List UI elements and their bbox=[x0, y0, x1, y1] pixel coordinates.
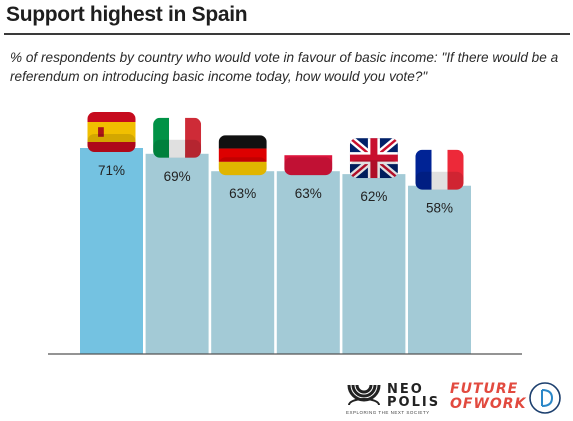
data-label: 63% bbox=[229, 186, 256, 201]
spain-flag-icon bbox=[87, 112, 136, 152]
germany-flag-icon bbox=[218, 135, 267, 176]
data-label: 63% bbox=[295, 186, 322, 201]
bar-italy bbox=[145, 153, 209, 354]
d-logo-icon bbox=[527, 380, 563, 416]
title-divider bbox=[4, 33, 570, 35]
future-of-work-text: FUTURE OFWORK bbox=[450, 381, 527, 412]
neopolis-mark-icon bbox=[347, 384, 381, 406]
chart-subtitle: % of respondents by country who would vo… bbox=[10, 50, 559, 84]
neopolis-logo: NEO POLIS EXPLORING THE NEXT SOCIETY bbox=[345, 381, 445, 417]
flag-shading bbox=[218, 157, 267, 176]
bar-spain bbox=[80, 148, 143, 354]
data-label: 71% bbox=[98, 163, 125, 178]
data-label: 69% bbox=[164, 169, 191, 184]
flag-shading bbox=[349, 160, 398, 179]
poland-flag-icon bbox=[284, 135, 333, 176]
flag-shading bbox=[87, 134, 136, 152]
bar-united-kingdom bbox=[342, 174, 406, 354]
data-label: 58% bbox=[426, 201, 453, 216]
uk-flag-icon bbox=[349, 138, 398, 179]
italy-flag-icon bbox=[153, 117, 202, 158]
france-flag-icon bbox=[415, 149, 464, 190]
bar-poland bbox=[276, 171, 340, 354]
bar-france bbox=[408, 185, 471, 354]
future-of-work-logo: FUTURE OFWORK bbox=[450, 381, 527, 416]
neopolis-tagline: EXPLORING THE NEXT SOCIETY bbox=[346, 410, 430, 415]
chart-title: Support highest in Spain bbox=[6, 3, 248, 26]
data-label: 62% bbox=[360, 189, 387, 204]
flag-shading bbox=[284, 157, 333, 176]
flag-shading bbox=[415, 171, 464, 190]
neopolis-name: NEO POLIS bbox=[387, 382, 441, 410]
bar-germany bbox=[211, 171, 275, 354]
flag-shading bbox=[153, 139, 202, 158]
